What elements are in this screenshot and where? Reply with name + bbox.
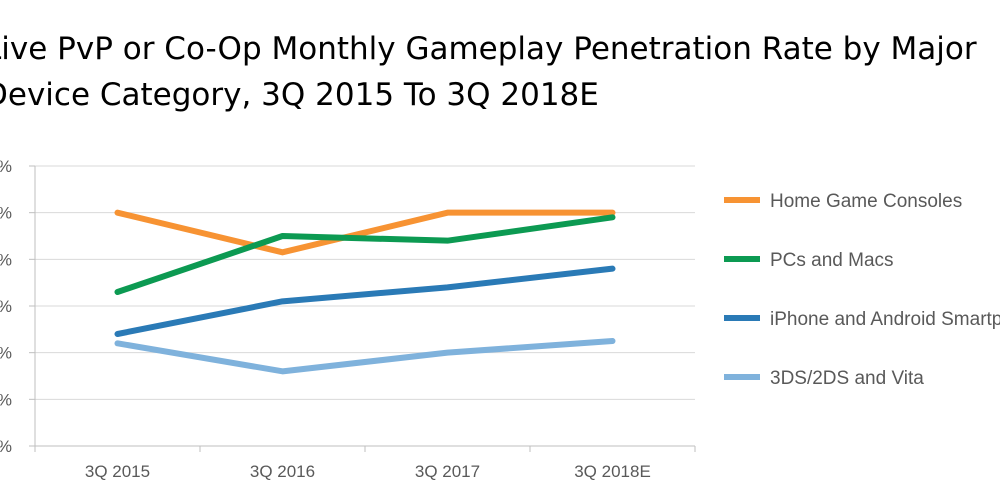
y-tick-label: % — [0, 344, 12, 363]
x-tick-label: 3Q 2015 — [85, 462, 150, 481]
y-tick-label: % — [0, 390, 12, 409]
legend: Home Game Consoles PCs and Macs iPhone and… — [724, 191, 1000, 389]
x-tick-label: 3Q 2017 — [415, 462, 480, 481]
legend-label: Home Game Consoles — [770, 191, 962, 212]
y-tick-label: % — [0, 157, 12, 176]
series-line — [114, 214, 616, 295]
y-tick-label: % — [0, 297, 12, 316]
gridlines — [35, 165, 695, 400]
legend-label: 3DS/2DS and Vita — [770, 368, 924, 389]
legend-label: PCs and Macs — [770, 250, 894, 271]
y-tick-label: % — [0, 204, 12, 223]
axes: %%%%%%% 3Q 2015 3Q 2016 3Q 2017 3Q 2018E — [0, 157, 696, 481]
series-line — [114, 338, 616, 375]
series-lines — [114, 209, 616, 375]
x-tick-label: 3Q 2018E — [574, 462, 651, 481]
x-tick-label: 3Q 2016 — [250, 462, 315, 481]
chart-title: Live PvP or Co-Op Monthly Gameplay Penet… — [0, 31, 977, 113]
legend-label: iPhone and Android Smartphones — [770, 309, 1000, 330]
series-line — [114, 265, 616, 337]
series-line — [114, 209, 616, 256]
y-tick-label: % — [0, 250, 12, 269]
y-tick-label: % — [0, 437, 12, 456]
